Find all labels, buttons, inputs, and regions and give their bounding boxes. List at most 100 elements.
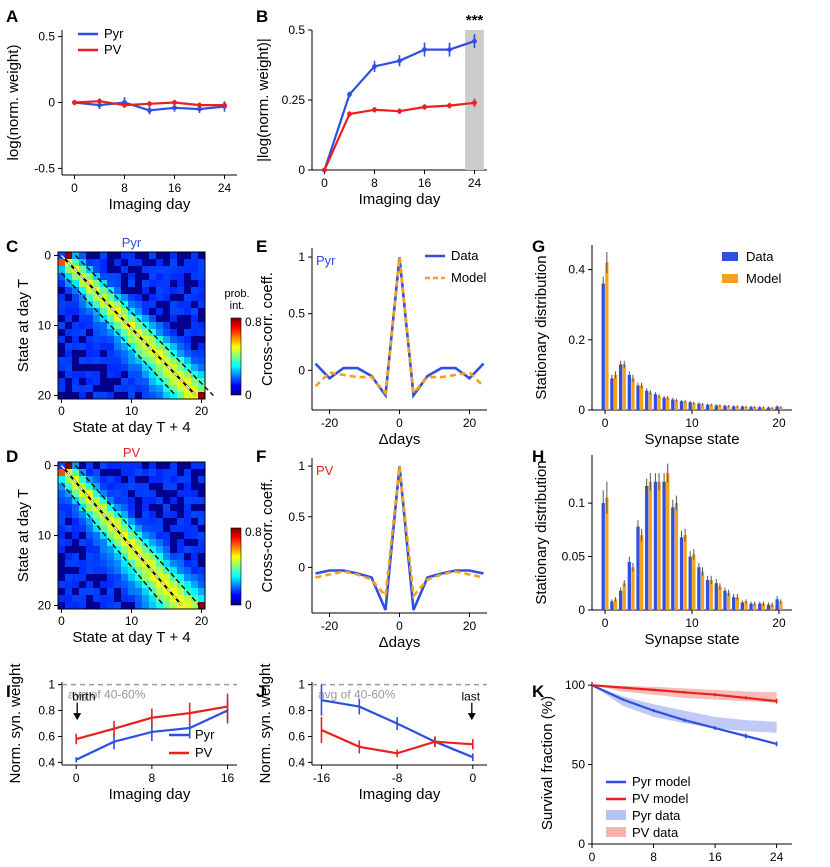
heatmap-cell <box>121 588 129 596</box>
heatmap-cell <box>156 392 164 400</box>
heatmap-cell <box>86 385 94 393</box>
bar-data <box>732 406 736 410</box>
heatmap-cell <box>93 560 101 568</box>
data-point <box>347 92 352 97</box>
heatmap-cell <box>184 350 192 358</box>
x-tick-label: 8 <box>149 771 156 785</box>
y-tick-label: 0.2 <box>568 333 585 347</box>
heatmap-cell <box>156 294 164 302</box>
heatmap-cell <box>100 280 108 288</box>
heatmap-cell <box>58 567 66 575</box>
heatmap-cell <box>142 532 150 540</box>
heatmap-cell <box>135 567 143 575</box>
heatmap-cell <box>65 371 73 379</box>
heatmap-cell <box>156 350 164 358</box>
bar-model <box>605 262 609 410</box>
heatmap-cell <box>107 588 115 596</box>
heatmap-cell <box>177 259 185 267</box>
heatmap-cell <box>163 567 171 575</box>
data-point <box>197 102 202 108</box>
heatmap-cell <box>142 343 150 351</box>
heatmap-cell <box>156 574 164 582</box>
heatmap-cell <box>121 301 129 309</box>
heatmap-cell <box>72 539 80 547</box>
heatmap-cell <box>72 504 80 512</box>
heatmap-cell <box>93 308 101 316</box>
heatmap-cell <box>156 483 164 491</box>
heatmap-cell <box>100 357 108 365</box>
heatmap-cell <box>114 364 122 372</box>
heatmap-cell <box>128 504 136 512</box>
heatmap-cell <box>72 602 80 610</box>
heatmap-cell <box>79 266 87 274</box>
bar-model <box>718 586 722 610</box>
bar-data <box>636 385 640 410</box>
bar-data <box>601 503 605 610</box>
heatmap-cell <box>149 371 157 379</box>
heatmap-cell <box>114 539 122 547</box>
heatmap-cell <box>170 483 178 491</box>
heatmap-cell <box>107 294 115 302</box>
y-tick-label: 0 <box>578 403 585 417</box>
heatmap-cell <box>198 266 206 274</box>
heatmap-cell <box>135 329 143 337</box>
event-label: birth <box>72 690 95 704</box>
heatmap-cell <box>107 308 115 316</box>
heatmap-cell <box>107 574 115 582</box>
heatmap-cell <box>72 469 80 477</box>
heatmap-cell <box>121 483 129 491</box>
heatmap-cell <box>170 504 178 512</box>
data-point <box>197 106 202 112</box>
legend-label: Data <box>746 249 774 264</box>
heatmap-cell <box>107 259 115 267</box>
heatmap-cell <box>163 280 171 288</box>
heatmap-cell <box>142 602 150 610</box>
heatmap-cell <box>198 315 206 323</box>
heatmap-cell <box>128 357 136 365</box>
heatmap-cell <box>163 378 171 386</box>
heatmap-cell <box>65 560 73 568</box>
event-arrow-head <box>73 713 82 721</box>
heatmap-cell <box>142 322 150 330</box>
panel-c: 0 0 10 10 20 20 Pyr State at day T + 4 State at … <box>15 235 262 436</box>
heatmap-cell <box>100 574 108 582</box>
heatmap-cell <box>100 266 108 274</box>
data-point <box>172 105 177 111</box>
heatmap-cell <box>135 490 143 498</box>
heatmap-cell <box>184 343 192 351</box>
heatmap-cell <box>93 287 101 295</box>
heatmap-cell <box>128 483 136 491</box>
heatmap-cell <box>170 462 178 470</box>
reference-line-label: avg of 40-60% <box>318 688 396 702</box>
heatmap-cell <box>121 546 129 554</box>
x-tick-label: 0 <box>602 616 609 630</box>
heatmap-cell <box>163 476 171 484</box>
heatmap-cell <box>128 336 136 344</box>
heatmap-cell <box>135 301 143 309</box>
heatmap-cell <box>93 490 101 498</box>
heatmap-cell <box>149 252 157 260</box>
heatmap-cell <box>100 252 108 260</box>
heatmap-cell <box>79 315 87 323</box>
heatmap-cell <box>86 343 94 351</box>
heatmap-cell <box>184 518 192 526</box>
event-label: last <box>461 690 480 704</box>
heatmap-cell <box>156 266 164 274</box>
heatmap-cell <box>191 357 199 365</box>
heatmap-cell <box>198 301 206 309</box>
x-tick-label: -8 <box>392 771 403 785</box>
heatmap-cell <box>121 595 129 603</box>
bar-model <box>683 535 687 610</box>
bar-data <box>645 390 649 410</box>
panel-letter-f: F <box>256 447 266 466</box>
heatmap-cell <box>184 273 192 281</box>
heatmap-cell <box>114 301 122 309</box>
heatmap-cell <box>184 595 192 603</box>
heatmap-cell <box>149 315 157 323</box>
heatmap-cell <box>72 273 80 281</box>
legend-label: Pyr <box>195 727 215 742</box>
heatmap-cell <box>184 357 192 365</box>
heatmap-cell <box>79 518 87 526</box>
legend-swatch <box>722 252 738 261</box>
heatmap-cell <box>128 329 136 337</box>
